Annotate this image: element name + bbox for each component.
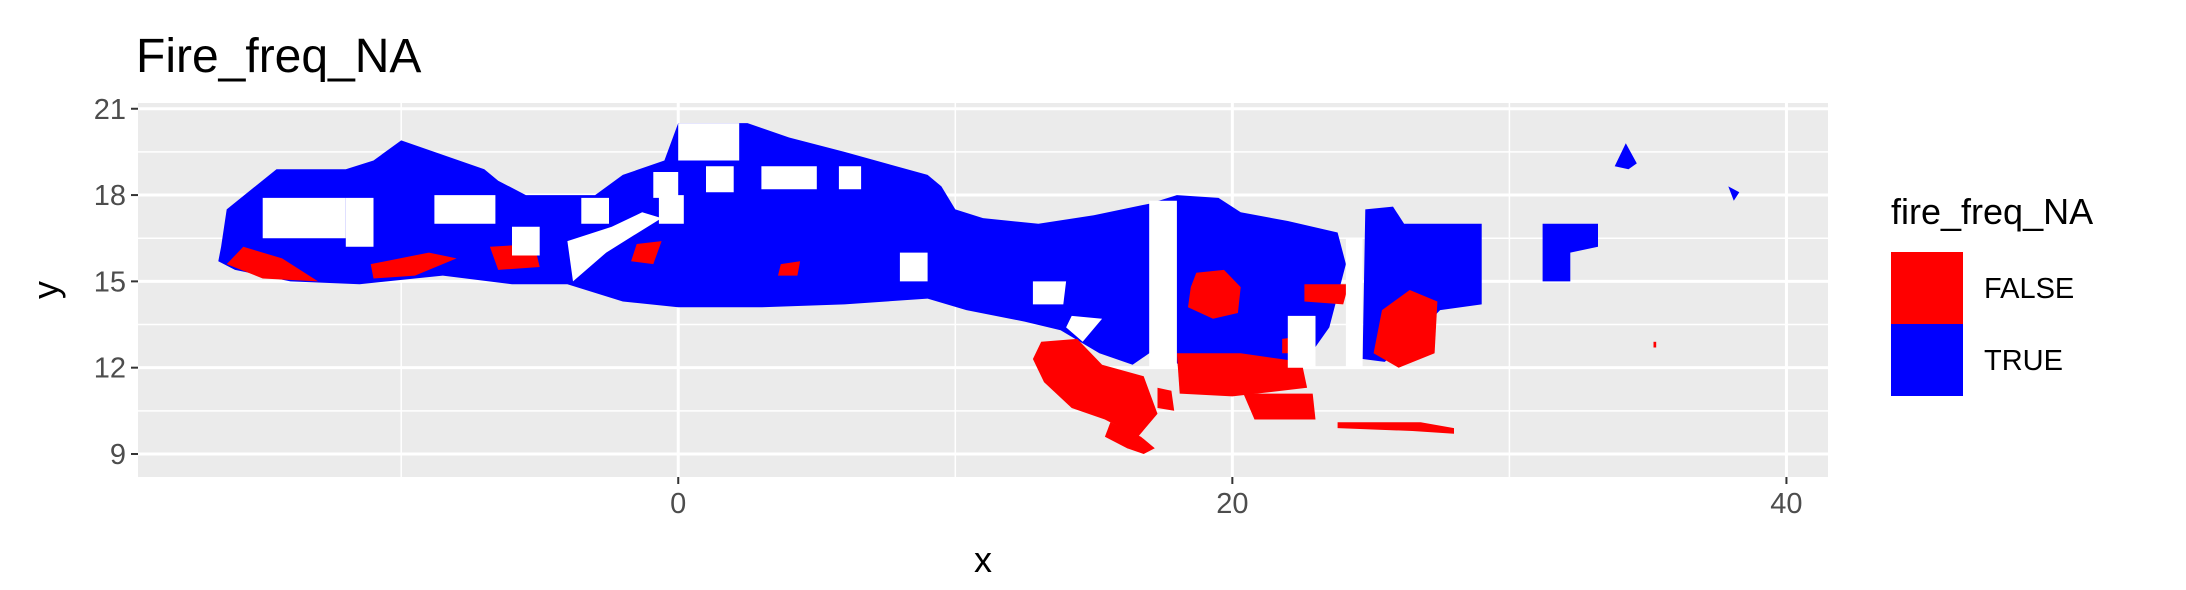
legend-label-false: FALSE [1984, 273, 2074, 305]
raster-region-false-6 [1104, 422, 1155, 454]
raster-region-false-1 [370, 252, 457, 279]
chart-title: Fire_freq_NA [136, 30, 421, 83]
no-data-gap-17 [1345, 238, 1363, 368]
raster-layer [218, 123, 1740, 454]
no-data-gap-13 [1032, 281, 1067, 305]
no-data-gap-15 [1149, 200, 1177, 368]
y-tick-label: 9 [110, 439, 126, 471]
legend-swatch-false [1891, 252, 1963, 324]
legend-label-true: TRUE [1984, 345, 2063, 377]
no-data-gap-6 [653, 172, 679, 198]
raster-region-false-5 [1032, 338, 1158, 437]
y-axis-label: y [25, 281, 66, 299]
raster-region-false-4 [778, 261, 801, 276]
raster-region-false-7 [1157, 387, 1175, 411]
raster-region-false-11 [1243, 393, 1316, 420]
raster-region-false-0 [226, 246, 319, 282]
x-tick-label: 0 [670, 488, 686, 520]
raster-region-false-3 [631, 241, 662, 265]
no-data-gap-16 [1287, 315, 1316, 368]
no-data-gap-9 [706, 166, 734, 193]
no-data-gap-2 [434, 195, 496, 224]
raster-region-true-3 [1614, 143, 1637, 170]
no-data-gap-7 [658, 195, 684, 224]
raster-region-false-15 [1373, 290, 1438, 368]
legend-title: fire_freq_NA [1891, 191, 2093, 232]
x-tick-label: 40 [1770, 488, 1802, 520]
x-tick-label: 20 [1216, 488, 1248, 520]
raster-region-true-4 [1728, 186, 1740, 201]
no-data-gap-3 [512, 226, 540, 256]
no-data-gap-10 [761, 166, 817, 190]
raster-region-true-0 [218, 123, 1346, 371]
no-data-gap-12 [899, 252, 928, 282]
x-axis: 0 20 40 [670, 477, 1803, 520]
no-data-gap-4 [581, 197, 609, 224]
no-data-gap-0 [262, 197, 346, 239]
no-data-gap-11 [838, 166, 862, 190]
no-data-gap-1 [345, 197, 374, 247]
y-tick-label: 15 [94, 266, 126, 298]
y-axis: 9 12 15 18 21 [94, 94, 138, 471]
y-tick-label: 21 [94, 94, 126, 126]
legend: fire_freq_NA FALSE TRUE [1891, 191, 2093, 396]
y-tick-label: 18 [94, 180, 126, 212]
no-data-gap-5 [567, 212, 662, 282]
raster-region-false-10 [1176, 353, 1308, 397]
raster-region-false-16 [1653, 341, 1657, 348]
raster-region-false-12 [1337, 422, 1454, 434]
raster-region-true-2 [1542, 223, 1598, 282]
raster-region-false-13 [1304, 284, 1349, 305]
no-data-gap-8 [678, 123, 740, 161]
y-tick-label: 12 [94, 353, 126, 385]
x-axis-label: x [974, 539, 992, 580]
legend-swatch-true [1891, 324, 1963, 396]
raster-region-false-9 [1188, 269, 1241, 319]
no-data-gap-14 [1066, 315, 1103, 342]
